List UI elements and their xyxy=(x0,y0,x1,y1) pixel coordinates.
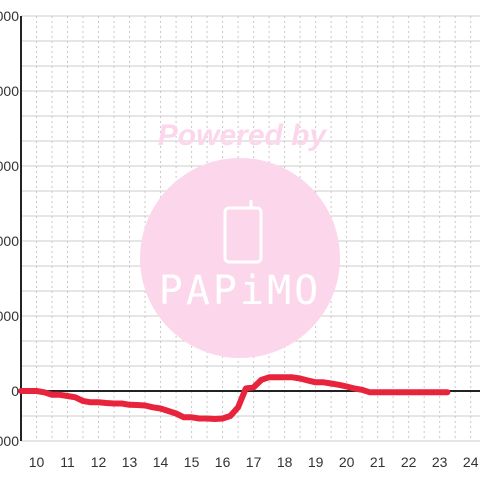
x-tick-label: 10 xyxy=(29,454,45,470)
x-tick-label: 14 xyxy=(153,454,169,470)
x-tick-labels: 10 11 12 13 14 15 16 17 18 19 20 21 22 23 24 xyxy=(29,454,479,470)
y-tick-label: -20,000 xyxy=(0,433,19,449)
x-tick-label: 20 xyxy=(339,454,355,470)
y-tick-label: 90,000 xyxy=(0,158,19,174)
watermark: Powered by PAPiMO xyxy=(140,119,340,358)
x-tick-label: 15 xyxy=(184,454,200,470)
watermark-text: Powered by xyxy=(158,119,328,152)
watermark-circle xyxy=(140,158,340,358)
grid xyxy=(20,15,480,442)
y-tick-labels: -20,000 0 30,000 60,000 90,000 120,000 150,000 xyxy=(0,8,19,449)
x-tick-label: 19 xyxy=(308,454,324,470)
y-tick-label: 150,000 xyxy=(0,8,19,24)
x-tick-label: 23 xyxy=(432,454,448,470)
x-tick-label: 18 xyxy=(277,454,293,470)
x-tick-label: 21 xyxy=(370,454,386,470)
x-tick-label: 12 xyxy=(91,454,107,470)
x-tick-label: 16 xyxy=(215,454,231,470)
x-tick-label: 13 xyxy=(122,454,138,470)
x-tick-label: 24 xyxy=(463,454,479,470)
watermark-logo-text: PAPiMO xyxy=(159,268,322,314)
series-line xyxy=(18,374,451,422)
y-tick-label: 0 xyxy=(11,383,19,399)
y-tick-label: 30,000 xyxy=(0,308,19,324)
y-tick-label: 120,000 xyxy=(0,83,19,99)
series xyxy=(18,374,451,422)
y-tick-label: 60,000 xyxy=(0,233,19,249)
x-tick-label: 17 xyxy=(246,454,262,470)
x-tick-label: 22 xyxy=(401,454,417,470)
x-tick-label: 11 xyxy=(60,454,75,470)
phone-icon xyxy=(223,200,263,264)
